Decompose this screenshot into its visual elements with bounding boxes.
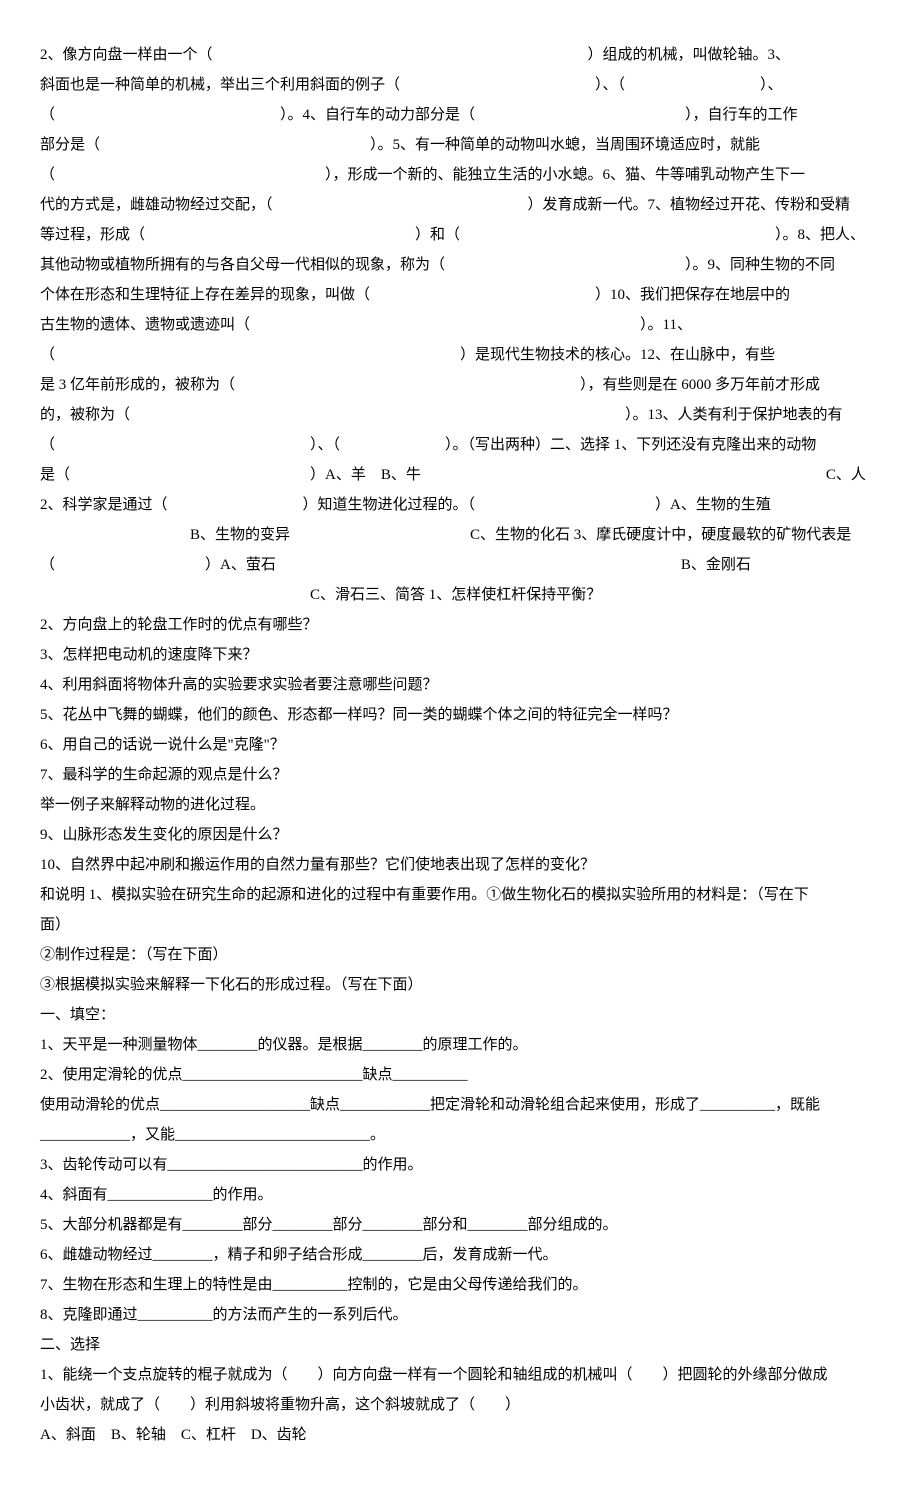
text-line: 8、克隆即通过__________的方法而产生的一系列后代。 xyxy=(40,1300,880,1330)
text-line: 2、像方向盘一样由一个（ ）组成的机械，叫做轮轴。3、 xyxy=(40,40,880,70)
text-line: 一、填空： xyxy=(40,1000,880,1030)
text-line: 的，被称为（ ）。13、人类有利于保护地表的有 xyxy=(40,400,880,430)
text-line: 是 3 亿年前形成的，被称为（ ），有些则是在 6000 多万年前才形成 xyxy=(40,370,880,400)
text-line: 斜面也是一种简单的机械，举出三个利用斜面的例子（ ）、（ ）、 xyxy=(40,70,880,100)
text-line: A、斜面 B、轮轴 C、杠杆 D、齿轮 xyxy=(40,1420,880,1450)
text-line: （ ）、（ ）。（写出两种）二、选择 1、下列还没有克隆出来的动物 xyxy=(40,430,880,460)
text-line: 1、能绕一个支点旋转的棍子就成为（ ）向方向盘一样有一个圆轮和轴组成的机械叫（ … xyxy=(40,1360,880,1390)
text-line: 小齿状，就成了（ ）利用斜坡将重物升高，这个斜坡就成了（ ） xyxy=(40,1390,880,1420)
text-line: 9、山脉形态发生变化的原因是什么？ xyxy=(40,820,880,850)
text-line: 7、最科学的生命起源的观点是什么？ xyxy=(40,760,880,790)
text-line: 3、齿轮传动可以有__________________________的作用。 xyxy=(40,1150,880,1180)
text-line: 使用动滑轮的优点____________________缺点__________… xyxy=(40,1090,880,1120)
text-line: 面） xyxy=(40,910,880,940)
text-line: （ ）是现代生物技术的核心。12、在山脉中，有些 xyxy=(40,340,880,370)
text-line: 5、花丛中飞舞的蝴蝶，他们的颜色、形态都一样吗？同一类的蝴蝶个体之间的特征完全一… xyxy=(40,700,880,730)
text-line: C、滑石三、简答 1、怎样使杠杆保持平衡？ xyxy=(40,580,880,610)
text-line: 和说明 1、模拟实验在研究生命的起源和进化的过程中有重要作用。①做生物化石的模拟… xyxy=(40,880,880,910)
text-line: 6、用自己的话说一说什么是"克隆"？ xyxy=(40,730,880,760)
text-line: 4、斜面有______________的作用。 xyxy=(40,1180,880,1210)
text-line: 4、利用斜面将物体升高的实验要求实验者要注意哪些问题？ xyxy=(40,670,880,700)
text-line: 6、雌雄动物经过________，精子和卵子结合形成________后，发育成新… xyxy=(40,1240,880,1270)
document-content: 2、像方向盘一样由一个（ ）组成的机械，叫做轮轴。3、斜面也是一种简单的机械，举… xyxy=(40,40,880,1450)
text-line: ②制作过程是：（写在下面） xyxy=(40,940,880,970)
text-line: （ ）A、萤石 B、金刚石 xyxy=(40,550,880,580)
text-line: 个体在形态和生理特征上存在差异的现象，叫做（ ）10、我们把保存在地层中的 xyxy=(40,280,880,310)
text-line: ③根据模拟实验来解释一下化石的形成过程。（写在下面） xyxy=(40,970,880,1000)
text-line: 5、大部分机器都是有________部分________部分________部分… xyxy=(40,1210,880,1240)
text-line: 2、科学家是通过（ ）知道生物进化过程的。（ ）A、生物的生殖 xyxy=(40,490,880,520)
text-line: 3、怎样把电动机的速度降下来？ xyxy=(40,640,880,670)
text-line: 古生物的遗体、遗物或遗迹叫（ ）。11、 xyxy=(40,310,880,340)
text-line: 部分是（ ）。5、有一种简单的动物叫水螅，当周围环境适应时，就能 xyxy=(40,130,880,160)
text-line: 2、使用定滑轮的优点________________________缺点____… xyxy=(40,1060,880,1090)
text-line: 10、自然界中起冲刷和搬运作用的自然力量有那些？它们使地表出现了怎样的变化？ xyxy=(40,850,880,880)
text-line: ____________，又能_________________________… xyxy=(40,1120,880,1150)
text-line: 2、方向盘上的轮盘工作时的优点有哪些？ xyxy=(40,610,880,640)
text-line: （ ）。4、自行车的动力部分是（ ），自行车的工作 xyxy=(40,100,880,130)
text-line: 1、天平是一种测量物体________的仪器。是根据________的原理工作的… xyxy=(40,1030,880,1060)
text-line: 其他动物或植物所拥有的与各自父母一代相似的现象，称为（ ）。9、同种生物的不同 xyxy=(40,250,880,280)
text-line: 举一例子来解释动物的进化过程。 xyxy=(40,790,880,820)
text-line: 二、选择 xyxy=(40,1330,880,1360)
text-line: 代的方式是，雌雄动物经过交配，（ ）发育成新一代。7、植物经过开花、传粉和受精 xyxy=(40,190,880,220)
text-line: （ ），形成一个新的、能独立生活的小水螅。6、猫、牛等哺乳动物产生下一 xyxy=(40,160,880,190)
text-line: 7、生物在形态和生理上的特性是由__________控制的，它是由父母传递给我们… xyxy=(40,1270,880,1300)
text-line: 是（ ）A、羊 B、牛 C、人 xyxy=(40,460,880,490)
text-line: B、生物的变异 C、生物的化石 3、摩氏硬度计中，硬度最软的矿物代表是 xyxy=(40,520,880,550)
text-line: 等过程，形成（ ）和（ ）。8、把人、 xyxy=(40,220,880,250)
